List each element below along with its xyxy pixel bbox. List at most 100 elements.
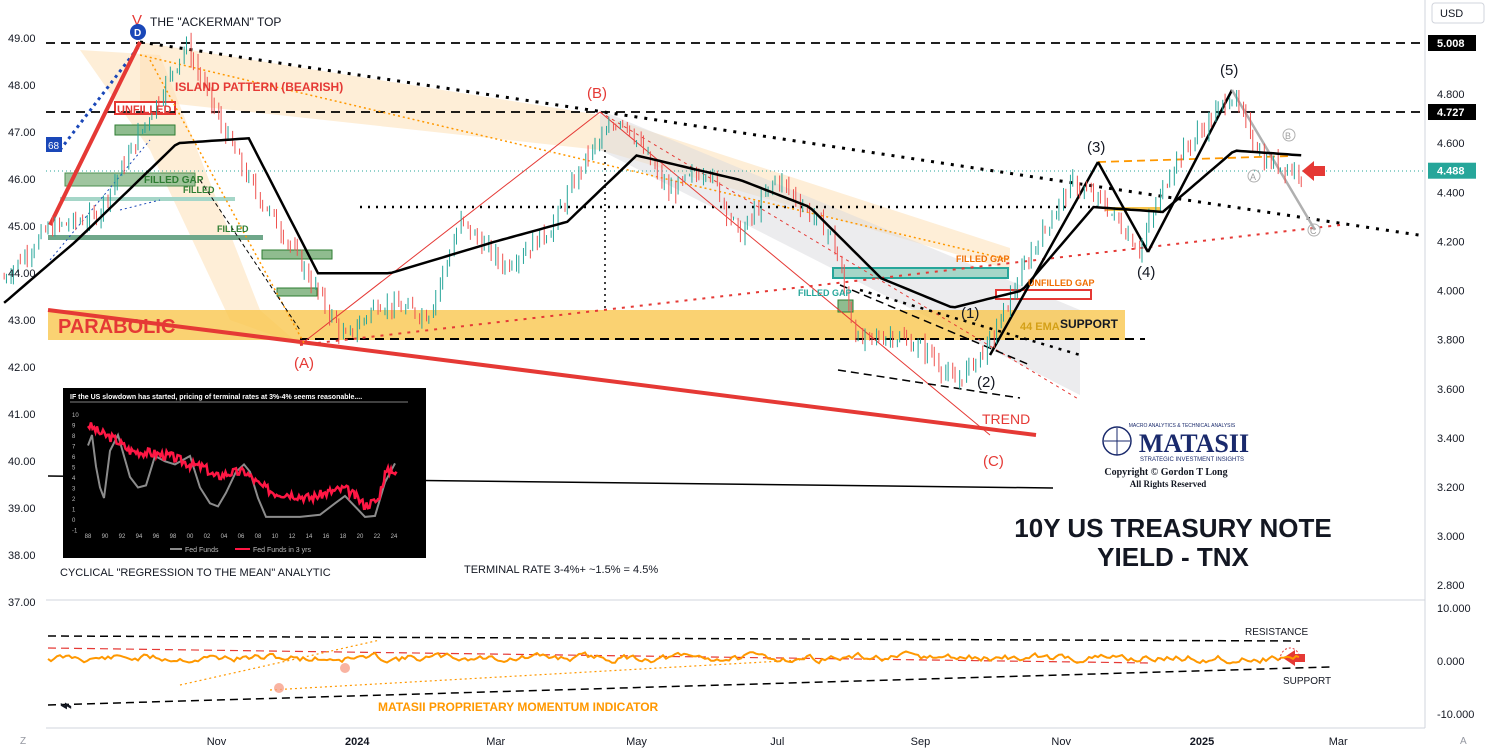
x-tick-label: Mar [486, 736, 505, 748]
momentum-pane: RESISTANCE SUPPORT MATASII PROPRIETARY M… [47, 627, 1331, 717]
filled-gap-green-label: FILLED GAP [798, 288, 852, 298]
right-tick-label: 4.400 [1437, 187, 1465, 199]
x-tick-label: Mar [1329, 736, 1348, 748]
inset-x-tick: 00 [187, 534, 194, 540]
x-tick-label: 2024 [345, 736, 370, 748]
inset-x-tick: 02 [204, 534, 211, 540]
right-tick-label: 3.800 [1437, 335, 1465, 347]
momentum-tick-label: -10.000 [1437, 709, 1474, 721]
logo-name: MATASII [1139, 429, 1249, 458]
moving-average-group [3, 136, 1302, 309]
inset-x-tick: 16 [323, 534, 330, 540]
inset-y-tick: 8 [72, 434, 76, 440]
right-tick-label: 4.600 [1437, 138, 1465, 150]
logo-sub: STRATEGIC INVESTMENT INSIGHTS [1140, 457, 1244, 463]
x-tick-label: Nov [1051, 736, 1071, 748]
inset-x-tick: 90 [102, 534, 109, 540]
inset-x-tick: 08 [255, 534, 262, 540]
tradingview-logo-icon: ⌁ [60, 695, 72, 717]
inset-x-tick: 14 [306, 534, 313, 540]
momentum-oscillator-line [47, 650, 1300, 665]
rights: All Rights Reserved [1130, 479, 1207, 489]
inset-y-tick: 5 [72, 466, 76, 472]
wave-3: (3) [1087, 139, 1105, 156]
momentum-resistance-line [47, 635, 1301, 642]
ackerman-title: THE "ACKERMAN" TOP [150, 15, 281, 29]
timezone-icon[interactable]: Z [20, 736, 26, 747]
inset-y-tick: 10 [72, 413, 79, 419]
resistance-label: RESISTANCE [1245, 627, 1308, 638]
left-tick-label: 38.00 [8, 550, 36, 562]
left-tick-label: 48.00 [8, 80, 36, 92]
inset-x-tick: 22 [374, 534, 381, 540]
gap-boxes [48, 101, 1160, 313]
left-tick-label: 43.00 [8, 315, 36, 327]
momentum-support-line [47, 666, 1331, 706]
filled-label-3: FILLED [217, 224, 249, 234]
right-tick-label: 3.400 [1437, 433, 1465, 445]
left-tick-label: 42.00 [8, 362, 36, 374]
inset-fed-funds-line [87, 432, 396, 518]
inset-x-tick: 06 [238, 534, 245, 540]
inset-x-tick: 12 [289, 534, 296, 540]
wave-a: (A) [294, 355, 314, 372]
inset-caption: CYCLICAL "REGRESSION TO THE MEAN" ANALYT… [60, 567, 331, 579]
annotations: V D THE "ACKERMAN" TOP ISLAND PATTERN (B… [58, 12, 1332, 579]
right-tick-label: 4.800 [1437, 89, 1465, 101]
inset-x-tick: 04 [221, 534, 228, 540]
inset-y-tick: 1 [72, 508, 76, 514]
time-axis-ticks: Nov 2024 Mar May Jul Sep Nov 2025 Mar [207, 736, 1348, 748]
inset-y-tick: 0 [72, 518, 76, 524]
inset-legend-2: Fed Funds in 3 yrs [253, 547, 311, 554]
left-tick-label: 47.00 [8, 127, 36, 139]
parabolic-label: PARABOLIC [58, 316, 175, 338]
inset-fed-funds-3y-line [86, 422, 398, 511]
x-tick-label: Jul [770, 736, 784, 748]
inset-y-tick: 3 [72, 487, 76, 493]
left-tick-label: 39.00 [8, 503, 36, 515]
right-tick-label: 3.600 [1437, 384, 1465, 396]
left-tick-label: 37.00 [8, 597, 36, 609]
wave-c: (C) [983, 453, 1004, 470]
filled-gap-orange-label: FILLED GAP [956, 254, 1010, 264]
inset-x-tick: 92 [119, 534, 126, 540]
inset-x-tick: 98 [170, 534, 177, 540]
moving-average-line [3, 136, 1302, 309]
price-marker-box [1428, 35, 1476, 51]
support-label: SUPPORT [1060, 317, 1119, 331]
main-title-line2: YIELD - TNX [1097, 542, 1249, 572]
inset-y-tick: 7 [72, 445, 76, 451]
right-tick-label: 3.000 [1437, 531, 1465, 543]
filled-gap-label-2: FILLED [183, 185, 215, 195]
x-tick-label: May [626, 736, 647, 748]
currency-selector[interactable]: USD [1431, 2, 1485, 24]
inset-y-tick: 9 [72, 424, 76, 430]
wave-1: (1) [961, 305, 979, 322]
island-label: ISLAND PATTERN (BEARISH) [175, 80, 343, 94]
left-marker-label: 68 [48, 141, 60, 152]
wave-5: (5) [1220, 62, 1238, 79]
subwave-a: A [1250, 172, 1256, 182]
unfilled-label: UNFILLED [117, 104, 171, 116]
inset-y-tick: 2 [72, 497, 76, 503]
svg-text:D: D [134, 28, 141, 39]
inset-x-tick: 10 [272, 534, 279, 540]
inset-x-tick: 20 [357, 534, 364, 540]
momentum-axis-ticks: 10.000 0.000 -10.000 [1437, 603, 1474, 721]
currency-label: USD [1440, 8, 1463, 20]
x-tick-label: 2025 [1190, 736, 1214, 748]
price-marker-label: 4.727 [1437, 107, 1465, 119]
left-tick-label: 45.00 [8, 221, 36, 233]
right-tick-label: 2.800 [1437, 580, 1465, 592]
support-band [48, 310, 1125, 340]
price-marker-label: 4.488 [1437, 166, 1465, 178]
inset-y-tick: 4 [72, 476, 76, 482]
left-tick-label: 40.00 [8, 456, 36, 468]
inset-x-ticks: 88 90 92 94 96 98 00 02 04 06 08 10 12 14 16 18 20 22 24 [85, 534, 398, 540]
wave-2: (2) [977, 374, 995, 391]
auto-scale-icon[interactable]: A [1460, 736, 1467, 747]
left-tick-label: 41.00 [8, 409, 36, 421]
trend-label: TREND [982, 411, 1030, 427]
